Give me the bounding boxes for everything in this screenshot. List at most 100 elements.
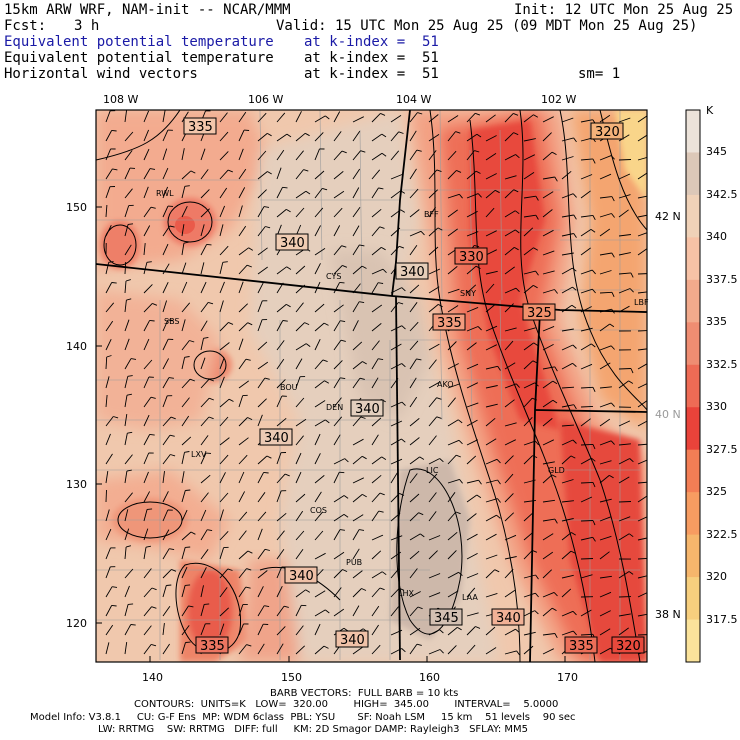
wind-barb-flag bbox=[436, 169, 442, 173]
wind-barb bbox=[105, 130, 113, 142]
wind-barb bbox=[504, 568, 514, 579]
wind-barb bbox=[352, 605, 360, 617]
colorbar-swatch bbox=[686, 577, 700, 621]
wind-barb bbox=[371, 434, 379, 446]
wind-barb-flag bbox=[513, 112, 519, 116]
wind-barb bbox=[542, 551, 554, 560]
wind-barb bbox=[447, 341, 457, 351]
wind-barb bbox=[390, 377, 399, 389]
wind-barb bbox=[162, 569, 172, 579]
wind-barb-flag bbox=[476, 133, 482, 138]
wind-barb bbox=[143, 434, 151, 446]
wind-barb bbox=[542, 270, 555, 275]
wind-barb-flag bbox=[222, 261, 228, 263]
wind-barb bbox=[200, 509, 207, 522]
wind-barb bbox=[124, 319, 130, 332]
wind-barb bbox=[542, 191, 554, 199]
wind-barb bbox=[371, 644, 381, 655]
wind-barb bbox=[618, 613, 631, 617]
wind-barb bbox=[257, 282, 264, 294]
wind-barb bbox=[257, 549, 266, 560]
wind-barb bbox=[276, 395, 283, 408]
station-sny: SNY bbox=[460, 289, 476, 298]
init-time: Init: 12 UTC Mon 25 Aug 25 bbox=[514, 2, 734, 18]
wind-barb bbox=[485, 385, 498, 389]
wind-barb bbox=[371, 474, 382, 484]
wind-barb bbox=[352, 494, 363, 503]
wind-barb-flag bbox=[343, 514, 349, 518]
wind-barb bbox=[238, 395, 244, 408]
wind-barb-flag bbox=[554, 633, 558, 639]
wind-barb-flag bbox=[127, 431, 133, 434]
wind-barb bbox=[238, 586, 247, 598]
wind-barb bbox=[257, 133, 268, 142]
wind-barb bbox=[542, 289, 555, 294]
wind-barb-flag bbox=[208, 378, 214, 382]
wind-barb bbox=[333, 569, 343, 579]
colorbar-swatch bbox=[686, 449, 700, 493]
station-ako: AKO bbox=[437, 380, 454, 389]
wind-barb bbox=[523, 382, 535, 389]
wind-barb bbox=[333, 131, 342, 142]
wind-barb bbox=[561, 386, 575, 389]
wind-barb bbox=[466, 150, 475, 161]
wind-barb-flag bbox=[535, 214, 539, 220]
wind-barb bbox=[219, 357, 225, 370]
wind-barb bbox=[105, 204, 108, 218]
colorbar-tick-label: 332.5 bbox=[706, 357, 738, 371]
wind-barb bbox=[219, 437, 230, 446]
wind-barb bbox=[390, 438, 402, 446]
wind-barb bbox=[485, 554, 498, 560]
wind-barb bbox=[390, 420, 403, 427]
wind-barb bbox=[124, 338, 130, 351]
wind-barb-flag bbox=[420, 230, 425, 236]
colorbar-swatch bbox=[686, 492, 700, 536]
wind-barb bbox=[599, 345, 612, 351]
wind-barb bbox=[333, 320, 341, 332]
wind-barb-flag bbox=[436, 397, 442, 400]
wind-barb-flag bbox=[341, 150, 347, 154]
wind-barb-flag bbox=[628, 533, 634, 538]
colorbar-unit: K bbox=[706, 104, 714, 117]
wind-barb bbox=[143, 303, 153, 313]
wind-barb bbox=[105, 320, 114, 332]
theta-e-fill bbox=[96, 110, 647, 662]
wind-barb bbox=[637, 443, 647, 446]
contour-label: 345 bbox=[429, 608, 463, 626]
wind-barb bbox=[618, 159, 632, 161]
wind-barb-flag bbox=[533, 285, 538, 289]
wind-barb bbox=[504, 383, 517, 389]
wind-barb bbox=[542, 591, 555, 598]
wind-barb bbox=[428, 114, 439, 123]
wind-barb bbox=[276, 320, 284, 332]
wind-barb bbox=[143, 284, 153, 294]
wind-barb-flag bbox=[209, 397, 214, 401]
wind-barb bbox=[447, 193, 460, 199]
wind-barb bbox=[390, 325, 402, 332]
wind-barb bbox=[580, 536, 593, 541]
wind-barb bbox=[105, 302, 115, 313]
wind-barb bbox=[124, 568, 134, 579]
wind-barb bbox=[219, 587, 228, 598]
wind-barb bbox=[295, 645, 306, 655]
wind-barb bbox=[580, 558, 594, 560]
wind-barb bbox=[143, 262, 148, 275]
contour-label: 335 bbox=[183, 117, 217, 135]
wind-barb bbox=[409, 550, 420, 560]
wind-barb bbox=[295, 322, 305, 332]
wind-barb bbox=[523, 342, 534, 351]
wind-barb bbox=[447, 397, 456, 408]
wind-barb-flag bbox=[439, 458, 444, 463]
wind-barb-flag bbox=[650, 157, 653, 161]
wind-barb bbox=[257, 455, 268, 465]
wind-barb bbox=[542, 250, 555, 256]
wind-barb bbox=[390, 472, 398, 484]
wind-barb-flag bbox=[592, 537, 596, 542]
wind-barb bbox=[238, 303, 249, 313]
wind-barb bbox=[143, 625, 152, 636]
wind-barb bbox=[333, 265, 343, 275]
wind-barb bbox=[219, 342, 230, 351]
wind-barb bbox=[409, 168, 417, 180]
wind-barb bbox=[200, 416, 210, 427]
wind-barb bbox=[200, 169, 209, 180]
